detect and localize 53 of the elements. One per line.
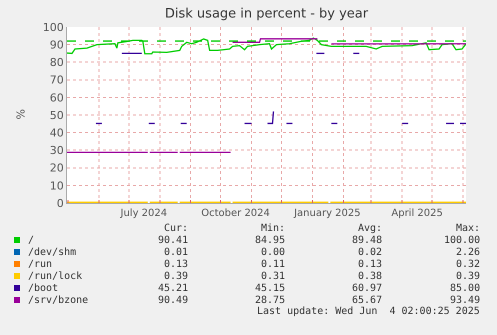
text: Cur: <box>164 223 188 234</box>
text: 0.13 <box>164 259 188 270</box>
text: Last update: Wed Jun 4 02:00:25 2025 <box>257 306 480 317</box>
y-tick-label: 90 <box>50 38 64 52</box>
y-tick-label: 80 <box>50 56 64 70</box>
text: 84.95 <box>255 235 286 246</box>
text: 85.00 <box>450 283 480 294</box>
legend-label: /boot <box>28 283 58 294</box>
text: 28.75 <box>255 295 286 306</box>
text: 0.13 <box>358 259 382 270</box>
text: 100.00 <box>444 235 480 246</box>
y-tick-label: 20 <box>50 162 64 175</box>
legend-label: /srv/bzone <box>28 295 88 306</box>
text: 60.97 <box>352 283 382 294</box>
x-tick-label: January 2025 <box>293 208 361 219</box>
text: Avg: <box>358 223 382 234</box>
text: 0.39 <box>456 271 480 282</box>
text: 93.49 <box>450 295 480 306</box>
y-tick-label: 10 <box>50 179 64 192</box>
text: 65.67 <box>352 295 382 306</box>
y-tick-label: 60 <box>50 91 64 104</box>
text: 90.41 <box>158 235 188 246</box>
legend-label: /run/lock <box>28 271 82 282</box>
text: 45.15 <box>255 283 286 294</box>
text: 0.38 <box>358 271 382 282</box>
text: 0.11 <box>261 259 286 270</box>
line-series <box>67 37 466 54</box>
x-tick-label: July 2024 <box>119 208 168 219</box>
y-tick-label: 70 <box>50 74 64 87</box>
text: 0.00 <box>261 247 286 258</box>
text: 0.39 <box>164 271 188 282</box>
text: 0.02 <box>358 247 382 258</box>
text: 45.21 <box>158 283 188 294</box>
y-tick-label: 30 <box>50 144 64 158</box>
y-tick-label: 100 <box>42 20 64 34</box>
legend-label: /dev/shm <box>28 247 76 258</box>
y-tick-label: 40 <box>50 126 64 140</box>
text: Min: <box>261 223 286 234</box>
text: 0.01 <box>164 247 188 258</box>
text: 0.32 <box>456 259 480 270</box>
y-tick-label: 0 <box>56 196 64 210</box>
text: 2.26 <box>456 247 480 258</box>
legend-label: /run <box>28 259 52 270</box>
y-axis-title: % <box>14 109 28 120</box>
text: 90.49 <box>158 295 188 306</box>
chart-title: Disk usage in percent - by year <box>164 6 369 22</box>
legend-label: / <box>28 235 34 246</box>
x-tick-label: April 2025 <box>391 208 443 219</box>
x-tick-label: October 2024 <box>201 208 270 219</box>
text: Max: <box>456 223 480 234</box>
text: 89.48 <box>352 235 382 246</box>
y-tick-label: 50 <box>50 108 64 122</box>
text: 0.31 <box>261 271 286 282</box>
